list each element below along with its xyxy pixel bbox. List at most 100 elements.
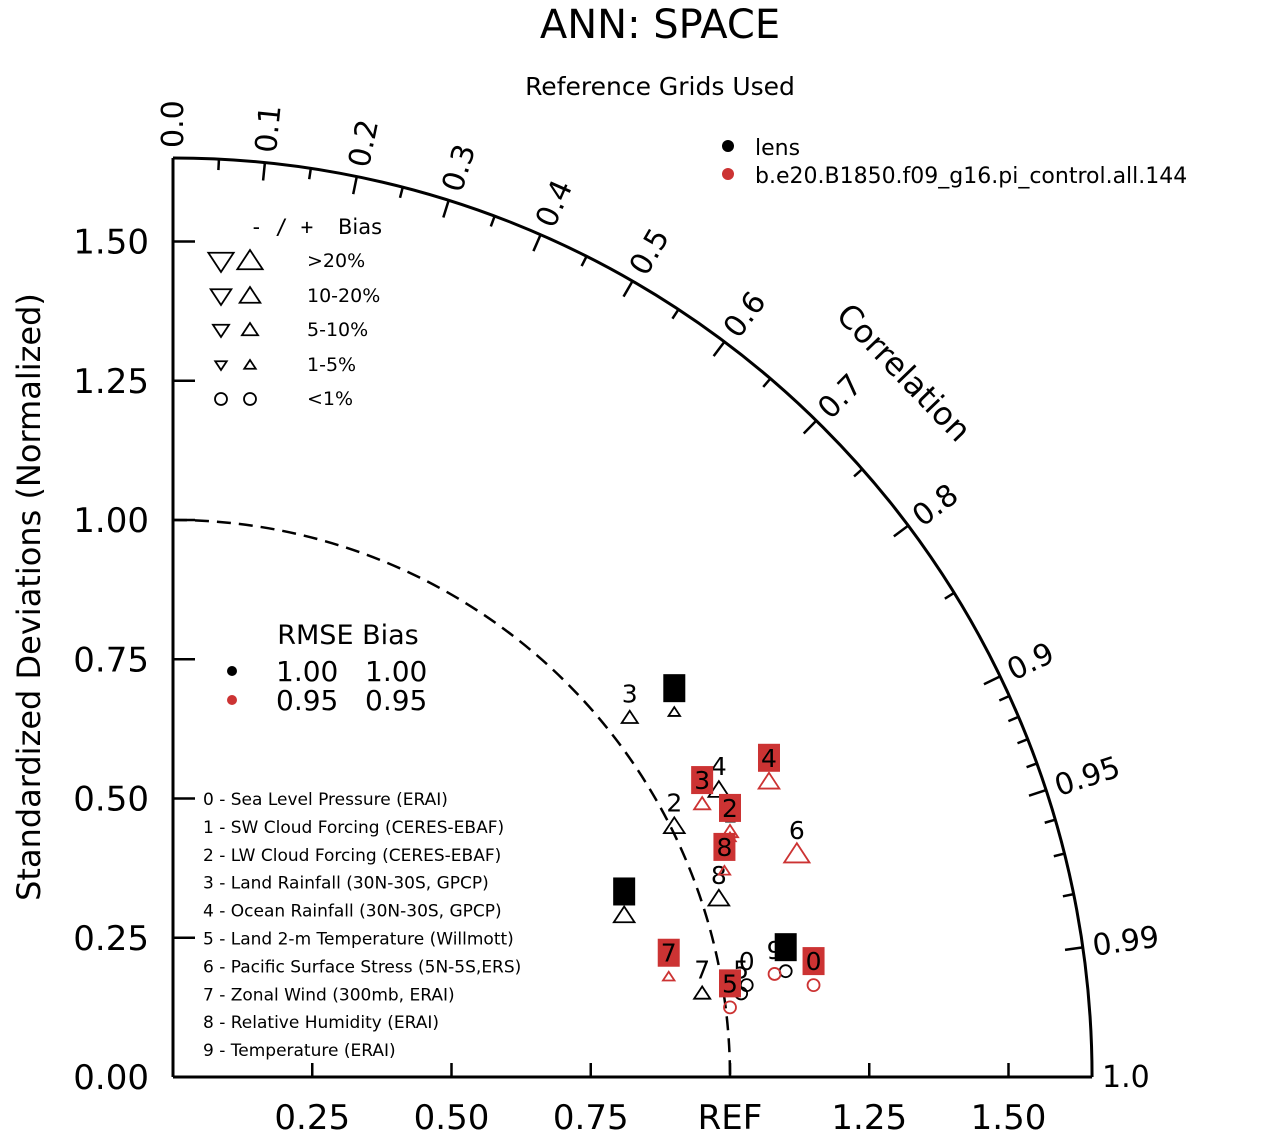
bias-legend-label: >20% [307,250,365,272]
chart-title: ANN: SPACE [540,2,780,48]
bias-legend-label: <1% [307,388,353,410]
data-point-label: 3 [694,766,710,795]
data-point-marker [723,1000,737,1015]
chart-subtitle: Reference Grids Used [525,72,795,101]
x-axis-ticks: 0.25 0.50 0.75 1.25 1.50 REF [274,1063,1046,1135]
corr-minor-tick [671,308,680,320]
data-point-marker [767,967,782,981]
data-point-label: 2 [666,788,682,817]
corr-tick-label: 0.3 [435,140,483,196]
variable-entry: 4 - Ocean Rainfall (30N-30S, GPCP) [203,902,502,922]
corr-minor-tick [580,255,588,267]
bias-legend-label: 1-5% [307,354,356,376]
corr-minor-tick [944,591,955,600]
bias-value: 1.00 [365,655,427,688]
bias-plus-triangle [242,358,258,370]
data-point-marker [778,964,793,979]
variable-entry: 6 - Pacific Surface Stress (5N-5S,ERS) [203,957,521,977]
bias-plus-triangle [240,321,260,337]
data-point-label-box [719,793,741,822]
rmse-value: 1.00 [276,655,338,688]
data-point-label: 8 [716,833,732,862]
corr-major-tick [532,234,542,252]
data-point: 7 [657,938,680,982]
y-tick-label: 0.50 [73,780,149,820]
x-tick-label: 1.50 [971,1098,1047,1135]
data-point-marker [706,779,731,798]
data-point: 7 [692,955,712,1000]
data-point-marker [756,771,782,790]
data-point-label: 7 [694,955,710,984]
data-point-label-box [774,933,797,962]
corr-tick-label: 0.7 [811,368,869,427]
data-point-label: 6 [789,816,805,845]
variable-entry: 0 - Sea Level Pressure (ERAI) [203,790,448,810]
data-point-label: 4 [761,744,777,773]
data-point: 5 [719,969,741,1015]
corr-major-tick [712,341,726,357]
data-point-marker [692,984,712,1000]
data-point-label-box [691,766,714,795]
data-point-marker [662,815,687,834]
corr-major-tick [983,675,1001,686]
corr-minor-tick [489,215,496,227]
data-point: 2 [662,788,687,834]
corr-major-tick [261,162,267,181]
data-point: 6 [612,877,637,924]
corr-tick-label: 0.5 [623,223,677,282]
rmse-row-dot [227,666,237,676]
corr-tick-label: 0.1 [249,103,289,154]
y-axis-label: Standardized Deviations (Normalized) [10,293,48,901]
y-tick-label: 0.00 [73,1058,149,1098]
variable-entry: 7 - Zonal Wind (300mb, ERAI) [203,985,455,1005]
corr-minor-tick [217,159,221,171]
variable-entry: 8 - Relative Humidity (ERAI) [203,1013,439,1033]
data-point-label-box [757,743,780,772]
series-legend-dot [722,140,734,152]
bias-minus-triangle [211,323,231,339]
data-point-marker [666,705,682,717]
bias-legend: - / + Bias >20% 10-20% 5-10% 1-5% <1% [206,215,382,410]
data-point-label: 0 [739,947,755,976]
series-legend: lens b.e20.B1850.f09_g16.pi_control.all.1… [722,136,1187,189]
series-legend-dot [722,168,734,180]
data-points: 01234567890123456789 [612,674,825,1015]
bias-legend-header: Bias [338,215,382,239]
variable-entry: 9 - Temperature (ERAI) [203,1041,396,1061]
data-point-label: 6 [616,877,632,906]
data-point-marker [692,795,712,811]
data-point: 3 [620,680,640,724]
bias-legend-label: 5-10% [307,319,368,341]
bias-plus-circle [243,392,257,406]
data-point-marker [620,709,640,724]
bias-value: 0.95 [365,684,427,717]
variable-entry: 5 - Land 2-m Temperature (Willmott) [203,930,514,950]
data-point-label-box [657,938,680,967]
corr-tick-label: 0.6 [717,285,774,344]
corr-major-tick [1064,946,1084,952]
corr-tick-label: 0.99 [1090,920,1161,964]
correlation-arc-line [172,156,1094,1078]
bias-minus-triangle [206,251,236,274]
corr-minor-tick [398,186,404,199]
data-point: 9 [767,936,783,981]
series-legend-label: b.e20.B1850.f09_g16.pi_control.all.144 [755,164,1187,189]
bias-plus-triangle [235,248,265,271]
data-point-label-box [663,674,686,703]
ref-label: REF [698,1098,763,1135]
corr-minor-tick [1026,762,1038,769]
data-point: 6 [782,816,812,864]
x-tick-label: 1.25 [831,1098,907,1135]
data-point: 0 [802,947,825,992]
corr-tick-label: 0.8 [906,477,965,534]
y-tick-label: 0.25 [73,919,149,959]
data-point-marker [806,978,821,992]
bias-legend-label: 10-20% [307,285,380,307]
data-point-label: 5 [722,969,738,998]
correlation-axis-label: Correlation [829,296,979,449]
data-point: 1 [663,674,686,717]
y-tick-label: 1.00 [73,501,149,541]
y-axis-ticks: 0.00 0.25 0.50 0.75 1.00 1.25 1.50 [73,223,195,1098]
corr-tick-label: 0.2 [342,117,386,171]
